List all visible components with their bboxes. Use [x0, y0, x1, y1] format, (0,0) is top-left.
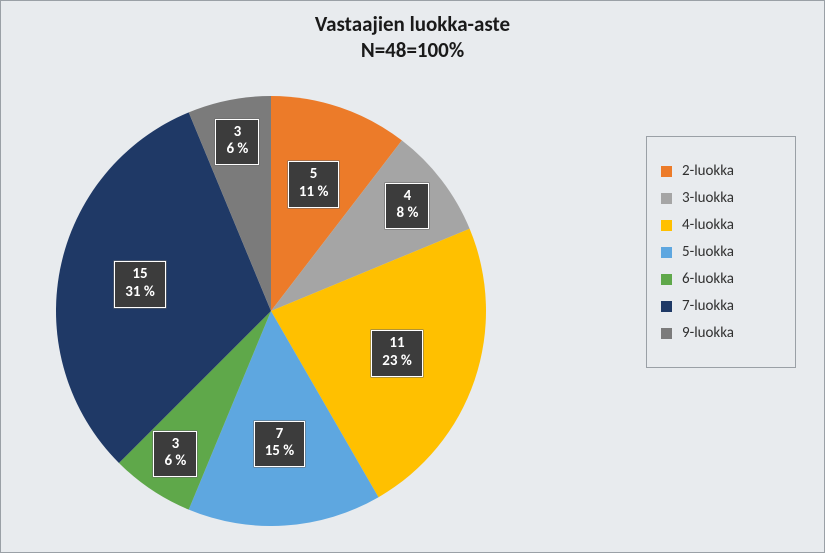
slice-label-2-luokka: 511 % [288, 161, 340, 208]
slice-label-6-luokka: 36 % [153, 431, 197, 478]
legend-label: 4-luokka [682, 216, 734, 234]
legend-swatch [661, 193, 672, 204]
legend: 2-luokka 3-luokka 4-luokka 5-luokka 6-luokka… [646, 136, 796, 368]
pie-area: 511 %48 %1123 %715 %36 %1531 %36 % [56, 96, 486, 526]
slice-percent: 8 % [396, 205, 418, 222]
slice-value: 15 [125, 266, 155, 283]
legend-swatch [661, 166, 672, 177]
pie-chart-container: Vastaajien luokka-aste N=48=100% 511 % 48… [0, 0, 825, 553]
slice-label-3-luokka: 48 % [385, 183, 429, 230]
slice-percent: 6 % [226, 141, 248, 158]
slice-value: 11 [382, 335, 412, 352]
slice-label-9-luokka: 36 % [215, 119, 259, 166]
slice-value: 4 [396, 188, 418, 205]
slice-percent: 31 % [125, 284, 155, 301]
slice-value: 7 [265, 426, 295, 443]
legend-item-7-luokka: 7-luokka [661, 297, 783, 315]
chart-title-block: Vastaajien luokka-aste N=48=100% [1, 11, 824, 63]
legend-item-6-luokka: 6-luokka [661, 270, 783, 288]
legend-label: 3-luokka [682, 189, 734, 207]
legend-item-4-luokka: 4-luokka [661, 216, 783, 234]
slice-value: 5 [299, 166, 329, 183]
slice-percent: 11 % [299, 184, 329, 201]
slice-label-5-luokka: 715 % [254, 421, 306, 468]
legend-swatch [661, 274, 672, 285]
legend-item-5-luokka: 5-luokka [661, 243, 783, 261]
legend-item-2-luokka: 2-luokka [661, 162, 783, 180]
legend-label: 2-luokka [682, 162, 734, 180]
slice-label-4-luokka: 1123 % [371, 330, 423, 377]
legend-label: 9-luokka [682, 324, 734, 342]
slice-percent: 15 % [265, 443, 295, 460]
chart-title-line1: Vastaajien luokka-aste [1, 11, 824, 37]
legend-swatch [661, 220, 672, 231]
legend-swatch [661, 301, 672, 312]
chart-title-line2: N=48=100% [1, 37, 824, 63]
legend-label: 6-luokka [682, 270, 734, 288]
slice-label-7-luokka: 1531 % [114, 261, 166, 308]
slice-percent: 23 % [382, 353, 412, 370]
slice-value: 3 [164, 436, 186, 453]
legend-label: 5-luokka [682, 243, 734, 261]
legend-item-9-luokka: 9-luokka [661, 324, 783, 342]
slice-percent: 6 % [164, 453, 186, 470]
slice-value: 3 [226, 124, 248, 141]
legend-swatch [661, 247, 672, 258]
legend-swatch [661, 328, 672, 339]
legend-item-3-luokka: 3-luokka [661, 189, 783, 207]
legend-label: 7-luokka [682, 297, 734, 315]
